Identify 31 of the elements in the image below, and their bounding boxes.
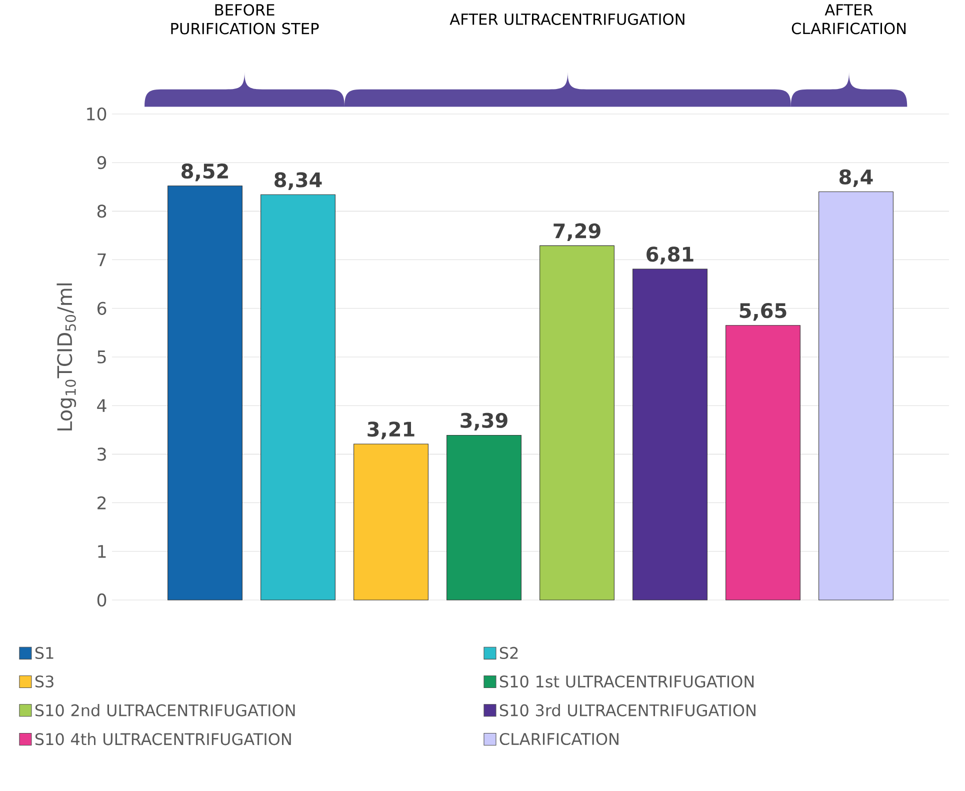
y-tick-label: 9 bbox=[97, 156, 106, 170]
legend-label: S10 1st ULTRACENTRIFUGATION bbox=[500, 675, 754, 688]
y-tick-label: 3 bbox=[98, 448, 106, 461]
y-tick-label: 4 bbox=[97, 399, 106, 412]
data-label: 5,65 bbox=[740, 303, 786, 321]
data-label: 7,29 bbox=[554, 223, 600, 241]
text: BEFORE PURIFICATION STEP bbox=[171, 4, 319, 34]
legend-label: S1 bbox=[35, 646, 54, 660]
data-label: 8,34 bbox=[274, 172, 322, 190]
legend-label: S2 bbox=[500, 646, 518, 660]
y-tick-label: 7 bbox=[98, 253, 106, 266]
legend-label: S10 4th ULTRACENTRIFUGATION bbox=[35, 732, 291, 746]
y-tick-label: 2 bbox=[98, 496, 106, 510]
y-tick-label: 10 bbox=[87, 107, 106, 121]
data-label: 3,21 bbox=[368, 422, 414, 440]
legend-label: S10 3rd ULTRACENTRIFUGATION bbox=[500, 704, 756, 716]
data-label: 6,81 bbox=[646, 246, 694, 264]
y-tick-label: 6 bbox=[97, 302, 106, 315]
data-label: 3,39 bbox=[460, 412, 508, 431]
text: AFTER CLARIFICATION bbox=[792, 4, 906, 34]
data-label: 8,52 bbox=[182, 164, 228, 182]
y-tick-label: 5 bbox=[98, 350, 106, 364]
legend-label: CLARIFICATION bbox=[500, 732, 618, 746]
legend-label: S3 bbox=[35, 675, 54, 688]
y-tick-label: 0 bbox=[97, 593, 106, 607]
y-tick-label: 8 bbox=[97, 204, 106, 218]
y-axis-title: Log$_{10}$TCID$_{50}$/ml bbox=[56, 283, 76, 430]
text: AFTER ULTRACENTRIFUGATION bbox=[450, 13, 684, 26]
data-label: 8,4 bbox=[839, 169, 873, 188]
y-tick-label: 1 bbox=[98, 545, 106, 558]
legend-label: S10 2nd ULTRACENTRIFUGATION bbox=[35, 704, 295, 716]
